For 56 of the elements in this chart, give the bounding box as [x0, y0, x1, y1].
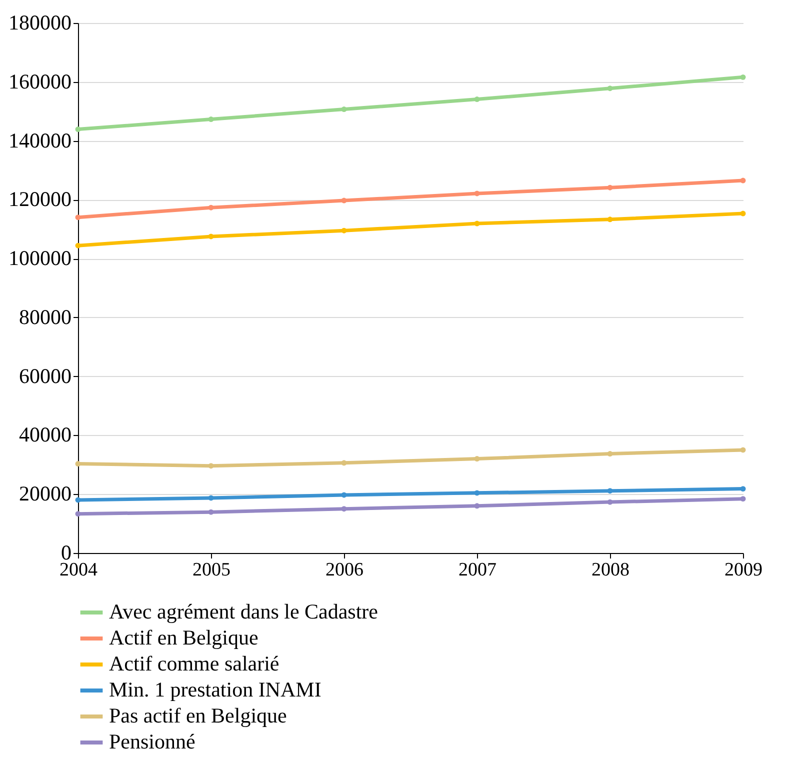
x-tick-label: 2009 — [724, 560, 762, 580]
legend-label: Pensionné — [109, 730, 196, 754]
point — [75, 214, 81, 220]
y-tick-label: 80000 — [19, 304, 72, 329]
point — [474, 456, 480, 462]
point — [75, 126, 81, 132]
point — [341, 106, 347, 112]
point — [607, 499, 613, 505]
point — [341, 492, 347, 498]
x-tick-label: 2008 — [592, 560, 630, 580]
point — [607, 184, 613, 190]
point — [740, 447, 746, 453]
point — [740, 486, 746, 492]
y-tick-label: 160000 — [8, 69, 72, 94]
y-tick-label: 60000 — [19, 364, 72, 388]
point — [740, 178, 746, 184]
y-tick-label: 180000 — [8, 10, 72, 34]
y-tick-label: 20000 — [19, 482, 72, 506]
point — [740, 210, 746, 216]
point — [740, 74, 746, 80]
point — [341, 506, 347, 512]
y-tick-label: 120000 — [8, 187, 72, 212]
point — [740, 496, 746, 502]
x-tick-label: 2004 — [60, 560, 98, 580]
point — [208, 204, 214, 210]
point — [474, 220, 480, 226]
point — [208, 495, 214, 501]
x-tick-label: 2007 — [458, 560, 496, 580]
point — [341, 228, 347, 234]
point — [607, 451, 613, 457]
point — [208, 509, 214, 515]
point — [474, 503, 480, 509]
point — [208, 234, 214, 240]
point — [474, 190, 480, 196]
point — [208, 116, 214, 122]
y-tick-label: 100000 — [8, 246, 72, 270]
point — [208, 463, 214, 469]
point — [341, 198, 347, 204]
point — [607, 86, 613, 92]
legend-label: Actif en Belgique — [109, 626, 258, 650]
point — [474, 96, 480, 102]
point — [474, 490, 480, 496]
point — [75, 511, 81, 517]
y-tick-label: 140000 — [8, 128, 72, 152]
point — [607, 488, 613, 494]
legend-label: Min. 1 prestation INAMI — [109, 678, 322, 702]
point — [341, 460, 347, 466]
y-tick-label: 40000 — [19, 422, 72, 447]
x-tick-label: 2005 — [192, 560, 230, 580]
point — [75, 242, 81, 248]
x-tick-label: 2006 — [326, 560, 364, 580]
point — [607, 216, 613, 222]
legend-label: Avec agrément dans le Cadastre — [109, 600, 378, 624]
legend-label: Actif comme salarié — [109, 652, 280, 676]
legend-label: Pas actif en Belgique — [109, 704, 287, 728]
point — [75, 497, 81, 503]
